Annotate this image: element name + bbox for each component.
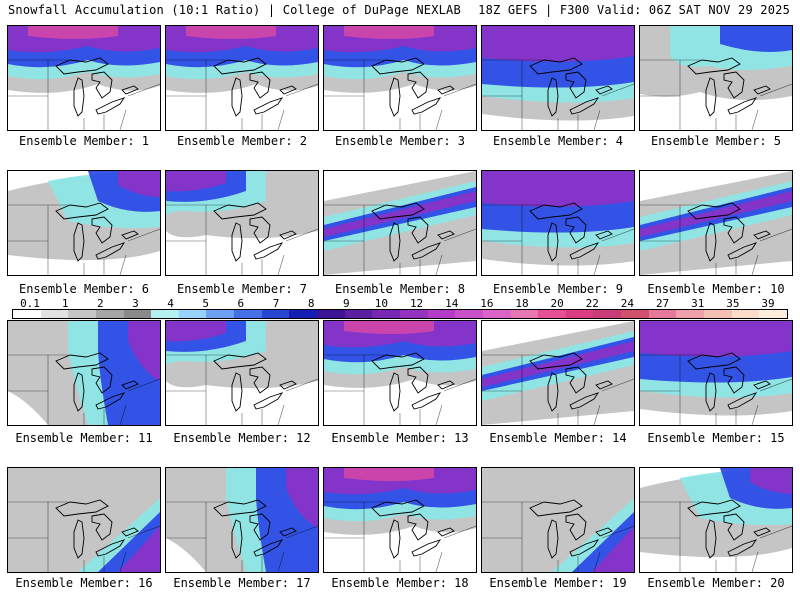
scale-swatch [482,310,511,318]
ensemble-map-panel [639,320,793,426]
ensemble-map-panel [323,320,477,426]
scale-swatch [372,310,400,318]
scale-tick-label: 7 [272,297,280,310]
scale-swatch [510,310,539,318]
ensemble-member-label: Ensemble Member: 16 [15,576,153,590]
ensemble-map-panel [165,170,319,276]
ensemble-member-label: Ensemble Member: 12 [173,431,311,445]
snowfall-color-scale [12,309,788,319]
scale-tick-label: 0.1 [20,297,40,310]
scale-swatch [565,310,594,318]
scale-swatch [95,310,124,318]
ensemble-map-panel [165,467,319,573]
ensemble-map-panel [7,25,161,131]
ensemble-map-panel [481,320,635,426]
ensemble-map-panel [481,170,635,276]
scale-swatch [676,310,705,318]
scale-tick-label: 35 [726,297,740,310]
scale-swatch [648,310,677,318]
ensemble-member-label: Ensemble Member: 20 [647,576,785,590]
scale-swatch [206,310,235,318]
scale-tick-label: 1 [61,297,69,310]
ensemble-member-label: Ensemble Member: 19 [489,576,627,590]
scale-swatch [317,310,345,318]
ensemble-map-panel [481,467,635,573]
scale-swatch [427,310,456,318]
scale-tick-label: 20 [550,297,564,310]
scale-swatch [621,310,649,318]
scale-tick-label: 31 [691,297,705,310]
ensemble-member-label: Ensemble Member: 7 [176,282,308,296]
scale-swatch [123,310,152,318]
scale-tick-label: 16 [480,297,494,310]
ensemble-map-panel [481,25,635,131]
scale-swatch [151,310,179,318]
ensemble-member-label: Ensemble Member: 2 [176,134,308,148]
scale-swatch [178,310,207,318]
scale-tick-label: 4 [167,297,174,310]
scale-swatch [538,310,566,318]
ensemble-member-label: Ensemble Member: 18 [331,576,469,590]
ensemble-map-panel [639,25,793,131]
scale-tick-label: 22 [585,297,599,310]
ensemble-member-label: Ensemble Member: 5 [650,134,782,148]
ensemble-member-label: Ensemble Member: 1 [18,134,150,148]
scale-tick-label: 39 [761,297,775,310]
ensemble-member-label: Ensemble Member: 10 [647,282,785,296]
ensemble-map-panel [323,467,477,573]
scale-tick-label: 2 [96,297,104,310]
scale-tick-label: 10 [374,297,389,310]
scale-swatch [399,310,428,318]
scale-swatch [261,310,290,318]
scale-swatch [731,310,760,318]
ensemble-member-label: Ensemble Member: 15 [647,431,785,445]
ensemble-member-label: Ensemble Member: 17 [173,576,311,590]
ensemble-member-label: Ensemble Member: 6 [18,282,150,296]
scale-tick-label: 8 [307,297,315,310]
scale-swatch [289,310,318,318]
ensemble-map-panel [323,25,477,131]
ensemble-member-label: Ensemble Member: 11 [15,431,153,445]
scale-swatch [234,310,262,318]
ensemble-member-label: Ensemble Member: 13 [331,431,469,445]
ensemble-member-label: Ensemble Member: 4 [492,134,624,148]
model-run-info: 18Z GEFS | F300 Valid: 06Z SAT NOV 29 20… [478,3,790,17]
scale-swatch [759,310,787,318]
ensemble-map-panel [7,320,161,426]
scale-swatch [40,310,69,318]
scale-tick-label: 18 [515,297,529,310]
scale-tick-label: 27 [655,297,670,310]
map-title: Snowfall Accumulation (10:1 Ratio) | Col… [8,3,461,17]
ensemble-map-panel [7,170,161,276]
ensemble-map-panel [639,467,793,573]
scale-tick-label: 3 [132,297,139,310]
scale-tick-label: 5 [202,297,210,310]
ensemble-member-label: Ensemble Member: 14 [489,431,627,445]
ensemble-map-panel [7,467,161,573]
scale-tick-label: 24 [620,297,635,310]
scale-tick-label: 12 [409,297,424,310]
ensemble-member-label: Ensemble Member: 9 [492,282,624,296]
scale-swatch [704,310,732,318]
scale-tick-label: 14 [445,297,459,310]
ensemble-member-label: Ensemble Member: 3 [334,134,466,148]
scale-tick-label: 6 [237,297,245,310]
scale-swatch [593,310,622,318]
ensemble-member-label: Ensemble Member: 8 [334,282,466,296]
ensemble-map-panel [165,320,319,426]
scale-tick-label: 9 [342,297,350,310]
scale-swatch [344,310,373,318]
ensemble-map-panel [165,25,319,131]
scale-swatch [68,310,96,318]
scale-swatch [13,310,41,318]
scale-swatch [455,310,483,318]
ensemble-map-panel [639,170,793,276]
ensemble-map-panel [323,170,477,276]
